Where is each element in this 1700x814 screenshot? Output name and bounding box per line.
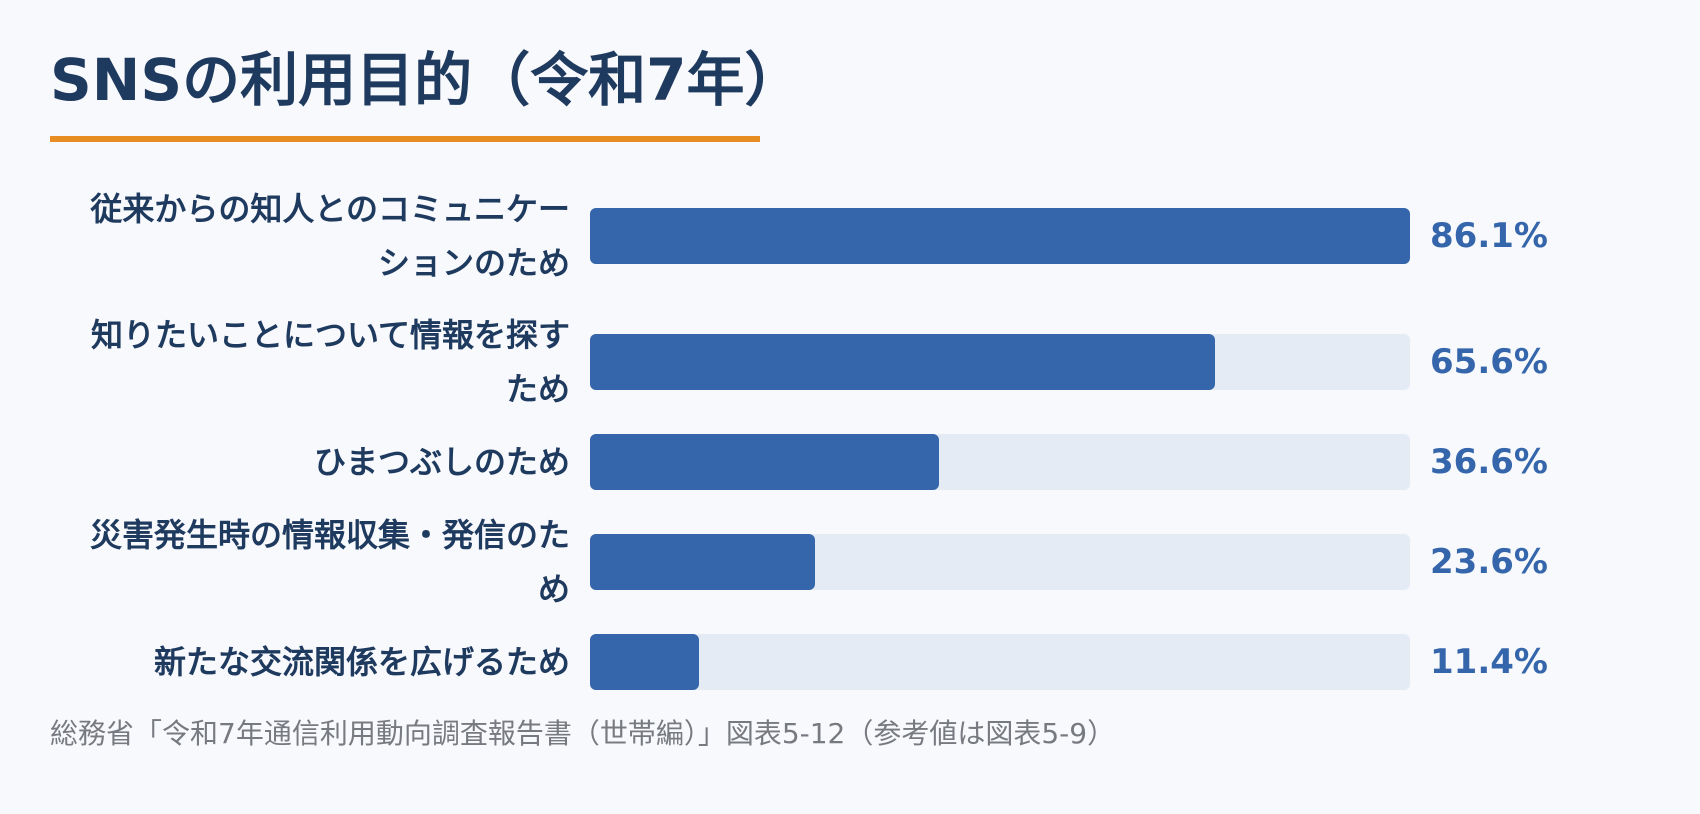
bar-track	[590, 534, 1410, 590]
bar	[590, 634, 699, 690]
category-label-line: 新たな交流関係を広げるため	[153, 643, 570, 681]
category-label-line: ションのため	[377, 244, 570, 282]
category-label: 従来からの知人とのコミュニケーションのため	[50, 181, 570, 291]
bar-track	[590, 208, 1410, 264]
category-label: 新たな交流関係を広げるため	[50, 634, 570, 690]
category-label-line: ひまつぶしのため	[313, 443, 570, 481]
bar	[590, 334, 1215, 390]
bar-track	[590, 634, 1410, 690]
bar	[590, 434, 939, 490]
bar-track	[590, 334, 1410, 390]
value-label: 23.6%	[1430, 542, 1548, 582]
value-label: 86.1%	[1430, 216, 1548, 256]
chart-title: SNSの利用目的（令和7年）	[50, 46, 803, 114]
value-label: 11.4%	[1430, 642, 1548, 682]
bar	[590, 534, 815, 590]
category-label-line: 知りたいことについて情報を探す	[90, 316, 570, 354]
bar	[590, 208, 1410, 264]
category-label: ひまつぶしのため	[50, 434, 570, 490]
category-label-line: 災害発生時の情報収集・発信のた	[89, 516, 570, 554]
value-label: 36.6%	[1430, 442, 1548, 482]
category-label-line: ため	[505, 370, 570, 408]
category-label-line: め	[537, 570, 570, 608]
category-label: 知りたいことについて情報を探すため	[50, 307, 570, 417]
bar-track	[590, 434, 1410, 490]
title-underline	[50, 136, 760, 142]
source-note: 総務省「令和7年通信利用動向調査報告書（世帯編）」図表5-12（参考値は図表5-…	[50, 717, 1116, 750]
value-label: 65.6%	[1430, 342, 1548, 382]
category-label-line: 従来からの知人とのコミュニケー	[90, 190, 570, 228]
category-label: 災害発生時の情報収集・発信のため	[50, 507, 570, 617]
